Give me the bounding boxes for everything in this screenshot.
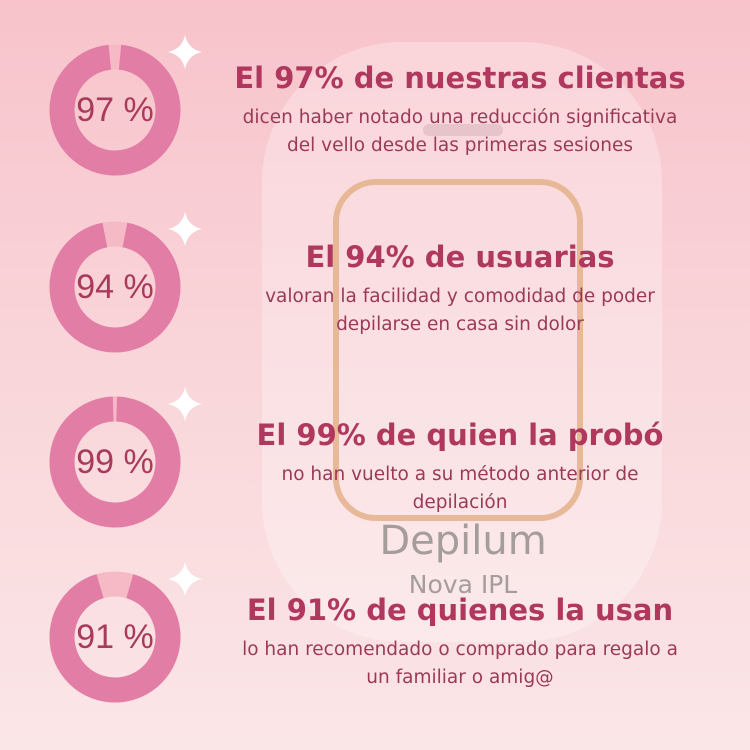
headline: El 97% de nuestras clientas [234,61,686,95]
product-name: Depilum [379,518,547,564]
description: lo han recomendado o comprado para regal… [242,639,678,660]
gauge-arc [49,221,181,353]
description: depilación [412,492,508,513]
description: dicen haber notado una reducción signifi… [242,107,678,128]
gauge-arc [49,44,181,176]
gauge-label: 97 % [76,91,154,129]
headline: El 99% de quien la probó [256,418,664,452]
headline: El 91% de quienes la usan [246,593,674,627]
headline: El 94% de usuarias [305,240,615,274]
sparkle [168,212,202,246]
gauge-arc [49,571,181,703]
gauge-arc [49,396,181,528]
sparkle [168,387,202,421]
gauge-label: 99 % [76,443,154,481]
gauge-label: 91 % [76,618,154,656]
device-window [333,179,583,521]
description: del vello desde las primeras sesiones [287,135,633,156]
description: depilarse en casa sin dolor [336,314,584,335]
description: un familiar o amig@ [366,667,554,688]
product-model: Nova IPL [408,570,518,599]
sparkle [168,35,202,69]
gauge-label: 94 % [76,268,154,306]
description: no han vuelto a su método anterior de [281,464,639,485]
sparkle [168,562,202,596]
device-slot [423,124,503,136]
description: valoran la facilidad y comodidad de pode… [265,286,655,307]
